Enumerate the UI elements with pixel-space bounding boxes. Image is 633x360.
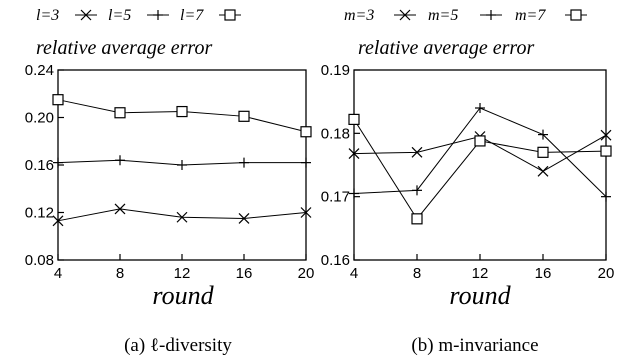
legend-a: l=3 l=5 l=7 — [36, 7, 241, 24]
plot-area-b — [348, 69, 612, 261]
data-point-l=3-16 — [238, 213, 250, 224]
y-axis-label-a: relative average error — [36, 37, 212, 59]
chart-panel-b: m=3 m=5 m=7 relative average error 0.160… — [321, 7, 615, 356]
series-line-l=3 — [57, 208, 307, 222]
plot-area-a — [52, 69, 312, 261]
data-point-m=5-16 — [538, 129, 548, 140]
tick-labels-b: 0.16 0.17 0.18 0.19 4 8 12 16 20 — [321, 62, 615, 282]
data-point-l=7-16 — [238, 110, 250, 122]
data-point-l=5-4 — [53, 157, 63, 168]
data-point-m=3-8 — [411, 146, 423, 158]
x-tick-label: 4 — [54, 265, 62, 282]
data-point-l=7-4 — [52, 94, 64, 106]
x-tick-label: 20 — [598, 265, 615, 282]
y-tick-label: 0.19 — [321, 62, 350, 79]
data-point-m=7-4 — [348, 113, 360, 126]
y-tick-label: 0.17 — [321, 189, 350, 206]
data-point-l=7-12 — [176, 105, 188, 118]
data-point-l=5-8 — [115, 155, 125, 166]
legend-b-markers — [394, 9, 587, 21]
tick-labels-a: 0.08 0.12 0.16 0.20 0.24 4 8 12 16 20 — [25, 62, 315, 282]
legend-a-markers — [75, 9, 241, 21]
legend-marker-l=5 — [153, 10, 163, 20]
legend-marker-m=3 — [399, 9, 411, 21]
data-point-m=5-12 — [475, 103, 485, 113]
legend-b-label-1: m=5 — [428, 7, 458, 24]
y-tick-label: 0.16 — [321, 252, 350, 269]
data-point-m=5-4 — [349, 188, 359, 199]
data-point-l=3-4 — [52, 215, 64, 227]
x-axis-label-b: round — [449, 281, 511, 310]
data-point-m=7-8 — [411, 213, 423, 225]
x-axis-label-a: round — [152, 281, 214, 310]
data-point-m=3-20 — [600, 129, 612, 141]
chart-panel-a: l=3 l=5 l=7 relative average error 0.080… — [25, 7, 315, 356]
legend-a-label-0: l=3 — [36, 7, 59, 24]
data-point-l=3-20 — [300, 207, 312, 218]
y-axis-label-b: relative average error — [358, 37, 534, 59]
caption-a: (a) ℓ-diversity — [124, 335, 232, 356]
series-line-m=5 — [353, 107, 607, 198]
plot-frame — [353, 69, 607, 261]
x-tick-label: 16 — [236, 265, 253, 282]
x-tick-label: 8 — [116, 265, 124, 282]
x-tick-label: 8 — [413, 265, 421, 282]
legend-b-label-2: m=7 — [515, 7, 546, 24]
data-point-l=5-12 — [177, 160, 187, 170]
data-point-m=5-20 — [601, 191, 611, 202]
data-point-l=5-20 — [301, 157, 311, 168]
legend-marker-l=3 — [80, 9, 92, 21]
y-tick-label: 0.24 — [25, 62, 54, 79]
y-tick-label: 0.16 — [25, 157, 54, 174]
data-point-m=3-4 — [348, 148, 360, 160]
data-point-m=7-20 — [600, 145, 612, 157]
y-tick-label: 0.08 — [25, 252, 54, 269]
x-tick-label: 4 — [350, 265, 358, 282]
series-line-m=7 — [353, 119, 607, 220]
x-tick-label: 12 — [174, 265, 191, 282]
legend-a-label-1: l=5 — [108, 7, 131, 24]
data-point-l=5-16 — [239, 157, 249, 168]
x-tick-label: 12 — [472, 265, 489, 282]
data-point-l=7-8 — [114, 107, 126, 119]
legend-b-label-0: m=3 — [344, 7, 374, 24]
y-tick-label: 0.20 — [25, 110, 54, 127]
legend-marker-m=7 — [570, 9, 582, 21]
x-tick-label: 20 — [298, 265, 315, 282]
data-point-l=3-12 — [176, 211, 188, 223]
data-point-l=7-20 — [300, 126, 312, 138]
data-point-m=7-12 — [474, 135, 486, 147]
data-point-l=3-8 — [114, 203, 126, 215]
legend-a-label-2: l=7 — [180, 7, 204, 24]
y-tick-label: 0.18 — [321, 125, 350, 142]
data-point-m=7-16 — [537, 146, 549, 158]
caption-b: (b) m-invariance — [411, 335, 538, 356]
data-point-m=3-16 — [537, 165, 549, 177]
x-tick-label: 16 — [535, 265, 552, 282]
legend-b: m=3 m=5 m=7 — [344, 7, 587, 24]
legend-marker-m=5 — [486, 10, 496, 20]
legend-marker-l=7 — [224, 9, 236, 21]
y-tick-label: 0.12 — [25, 205, 54, 222]
data-point-m=5-8 — [412, 185, 422, 196]
